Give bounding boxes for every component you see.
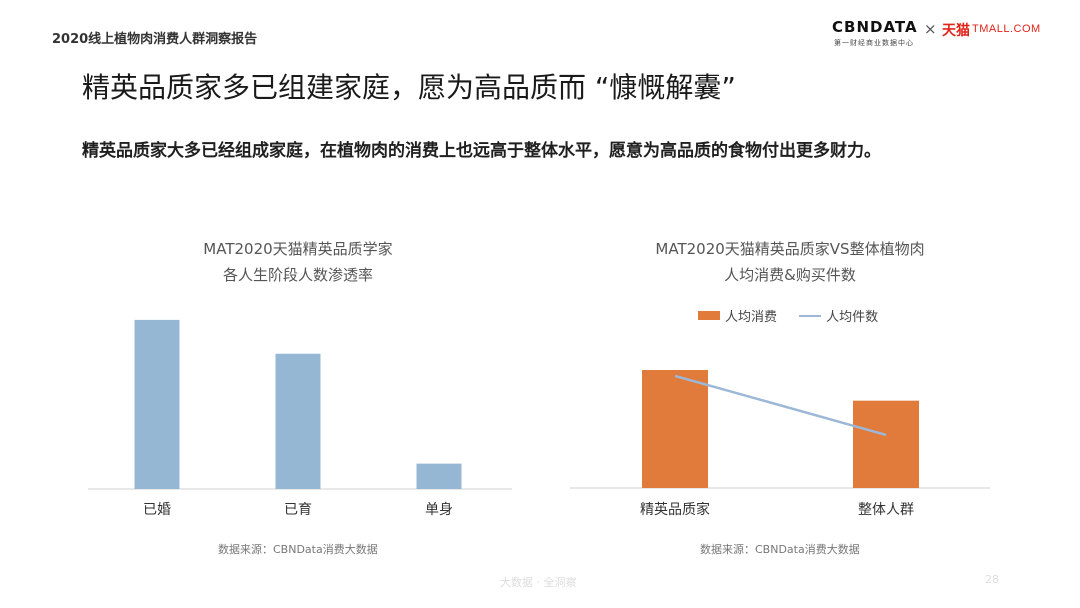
legend-bar-swatch (698, 311, 720, 320)
legend-label-items: 人均件数 (826, 310, 879, 325)
chart1-tick-label: 已育 (284, 502, 312, 518)
chart1-source: 数据来源：CBNData消费大数据 (218, 543, 378, 556)
chart1-title: MAT2020天猫精英品质学家 各人生阶段人数渗透率 (148, 236, 448, 288)
chart2-bar (853, 400, 919, 488)
chart1-bar (134, 319, 180, 489)
chart2-title-line2: 人均消费&购买件数 (724, 266, 856, 284)
chart2-bar (642, 370, 708, 488)
chart2-tick-label: 整体人群 (858, 502, 914, 518)
chart1-title-line1: MAT2020天猫精英品质学家 (203, 240, 393, 258)
legend-label-spend: 人均消费 (725, 310, 778, 325)
chart2-tick-label: 精英品质家 (640, 501, 710, 518)
chart2-title-line1: MAT2020天猫精英品质家VS整体植物肉 (655, 240, 925, 258)
chart2-series-line (674, 374, 887, 437)
chart1-bar (275, 353, 321, 489)
chart1-bar (416, 463, 462, 489)
chart1-tick-label: 已婚 (143, 502, 171, 518)
chart2-legend: 人均消费 人均件数 (698, 306, 878, 325)
chart1-tick-label: 单身 (425, 502, 453, 518)
times-icon: × (924, 20, 937, 38)
page-subheading: 精英品质家大多已经组成家庭，在植物肉的消费上也远高于整体水平，愿意为高品质的食物… (82, 141, 881, 161)
tmall-logo-en: TMALL.COM (972, 23, 1041, 35)
page-heading: 精英品质家多已组建家庭，愿为高品质而 “慷慨解囊” (82, 71, 736, 104)
chart2-source: 数据来源：CBNData消费大数据 (700, 543, 860, 556)
cbndata-logo-text: CBNDATA (832, 18, 918, 36)
brand-logo: CBNDATA 第一财经商业数据中心 × 天猫 TMALL.COM (832, 18, 1042, 48)
chart1-title-line2: 各人生阶段人数渗透率 (222, 266, 373, 284)
cbndata-logo-subtext: 第一财经商业数据中心 (834, 39, 914, 47)
report-title: 2020线上植物肉消费人群洞察报告 (52, 32, 258, 47)
footer-watermark: 大数据 · 全洞察 (500, 576, 577, 589)
legend-line-swatch (799, 314, 822, 317)
tmall-logo-cn: 天猫 (942, 23, 970, 39)
page-number: 28 (985, 573, 999, 586)
chart2-title: MAT2020天猫精英品质家VS整体植物肉 人均消费&购买件数 (620, 236, 960, 288)
